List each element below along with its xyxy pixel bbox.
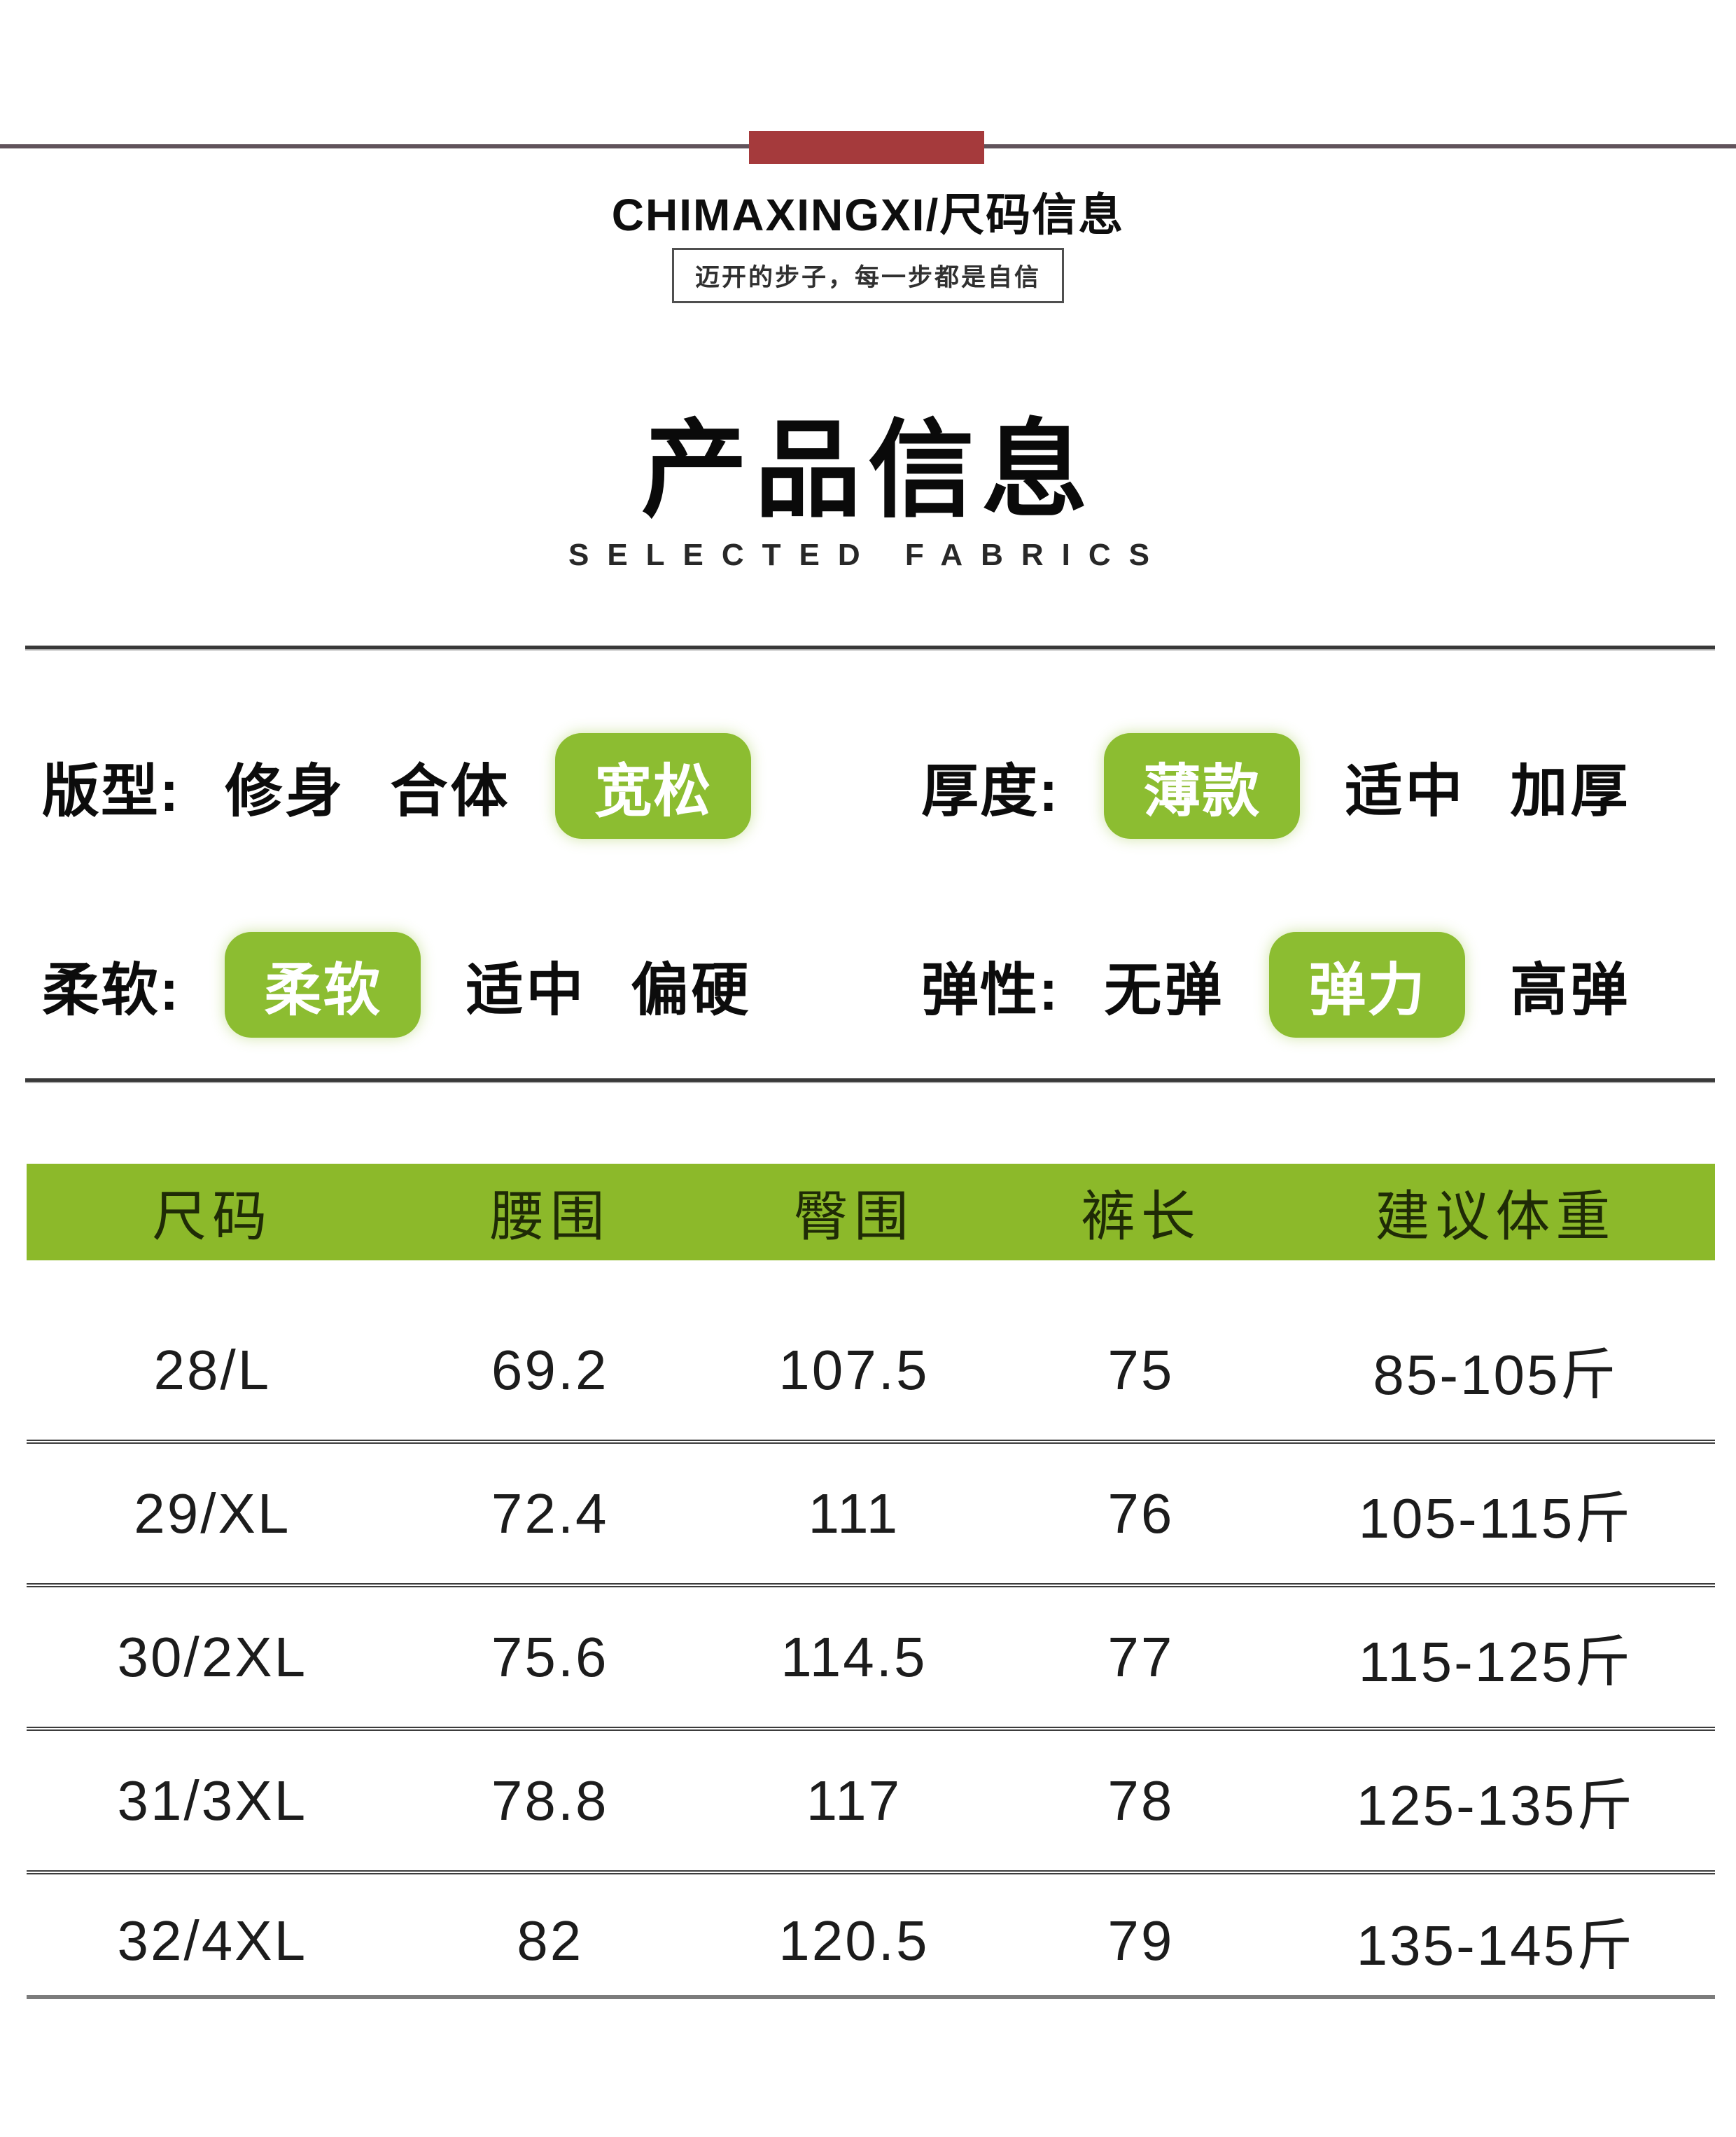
size-table-cell: 32/4XL [117,1909,308,1972]
attribute-option: 无弹 [1104,958,1225,1022]
size-table-header-cell: 裤长 [1080,1185,1201,1247]
attribute-group-fit: 版型: 修身 合体 宽松 [0,723,868,849]
size-table-cell: 30/2XL [117,1625,308,1688]
size-table-row: 31/3XL 78.8 117 78 125-135斤 [27,1731,1715,1874]
section-divider-top [25,646,1715,650]
size-table-cell: 75 [1107,1339,1175,1401]
attribute-label: 版型: [42,759,181,823]
size-table-header-cell: 腰围 [489,1185,610,1247]
attribute-group-thickness: 厚度: 薄款 适中 加厚 [868,723,1736,849]
attribute-option: 适中 [465,958,587,1022]
size-table-cell: 72.4 [491,1482,609,1545]
size-table-cell: 85-105斤 [1373,1344,1618,1406]
slogan-text: 迈开的步子，每一步都是自信 [694,264,1042,291]
attribute-option-selected: 薄款 [1104,732,1301,839]
size-table-cell: 107.5 [778,1339,930,1401]
size-table-cell: 75.6 [491,1625,609,1688]
attribute-row: 版型: 修身 合体 宽松 厚度: 薄款 适中 加厚 [0,723,1736,849]
attribute-option-selected: 弹力 [1269,931,1466,1038]
attribute-option-selected: 宽松 [555,732,752,839]
attribute-option-selected: 柔软 [225,931,421,1038]
attribute-label: 弹性: [921,958,1060,1022]
attribute-label: 柔软: [42,958,181,1022]
size-table-row: 29/XL 72.4 111 76 105-115斤 [27,1444,1715,1587]
size-table-cell: 76 [1107,1482,1175,1545]
size-table-cell: 69.2 [491,1339,609,1401]
size-table-cell: 115-125斤 [1358,1630,1633,1693]
attribute-group-softness: 柔软: 柔软 适中 偏硬 [0,921,868,1047]
size-table: 尺码 腰围 臀围 裤长 建议体重 28/L 69.2 107.5 75 85-105斤 29/XL… [27,1164,1715,1999]
attribute-option: 合体 [390,759,511,823]
size-table-cell: 28/L [153,1339,272,1401]
slogan-box: 迈开的步子，每一步都是自信 [671,248,1065,303]
size-table-cell: 135-145斤 [1356,1914,1635,1977]
size-table-cell: 78.8 [491,1769,609,1832]
page-title: 产品信息 [641,411,1095,530]
size-table-header-cell: 臀围 [793,1185,914,1247]
attribute-row: 柔软: 柔软 适中 偏硬 弹性: 无弹 弹力 高弹 [0,921,1736,1047]
size-table-cell: 77 [1107,1625,1175,1688]
brand-title: CHIMAXINGXI/尺码信息 [611,190,1125,240]
section-divider-bottom [25,1078,1715,1083]
size-table-header-cell: 尺码 [152,1185,273,1247]
attribute-option: 高弹 [1510,958,1631,1022]
attribute-option: 加厚 [1510,759,1631,823]
attribute-label: 厚度: [921,759,1060,823]
size-table-cell: 31/3XL [117,1769,308,1832]
brand-red-rectangle [749,131,984,164]
size-table-cell: 125-135斤 [1356,1774,1635,1837]
attribute-option: 适中 [1345,759,1466,823]
size-table-row: 30/2XL 75.6 114.5 77 115-125斤 [27,1587,1715,1731]
attribute-option: 偏硬 [631,958,752,1022]
size-table-cell: 111 [808,1482,900,1545]
size-table-cell: 117 [806,1769,902,1832]
size-table-cell: 82 [517,1909,584,1972]
size-table-cell: 120.5 [778,1909,930,1972]
size-table-cell: 29/XL [134,1482,291,1545]
size-table-header-cell: 建议体重 [1375,1185,1616,1247]
size-table-cell: 105-115斤 [1358,1487,1633,1550]
size-table-body: 28/L 69.2 107.5 75 85-105斤 29/XL 72.4 111 76 105-… [27,1260,1715,1999]
size-table-row: 28/L 69.2 107.5 75 85-105斤 [27,1260,1715,1444]
attribute-option: 修身 [225,759,346,823]
size-table-cell: 79 [1107,1909,1175,1972]
page-subtitle: SELECTED FABRICS [568,538,1168,572]
size-table-cell: 114.5 [780,1625,927,1688]
size-table-header: 尺码 腰围 臀围 裤长 建议体重 [27,1164,1715,1260]
size-table-cell: 78 [1107,1769,1175,1832]
attribute-group-elasticity: 弹性: 无弹 弹力 高弹 [868,921,1736,1047]
size-table-row: 32/4XL 82 120.5 79 135-145斤 [27,1874,1715,1999]
